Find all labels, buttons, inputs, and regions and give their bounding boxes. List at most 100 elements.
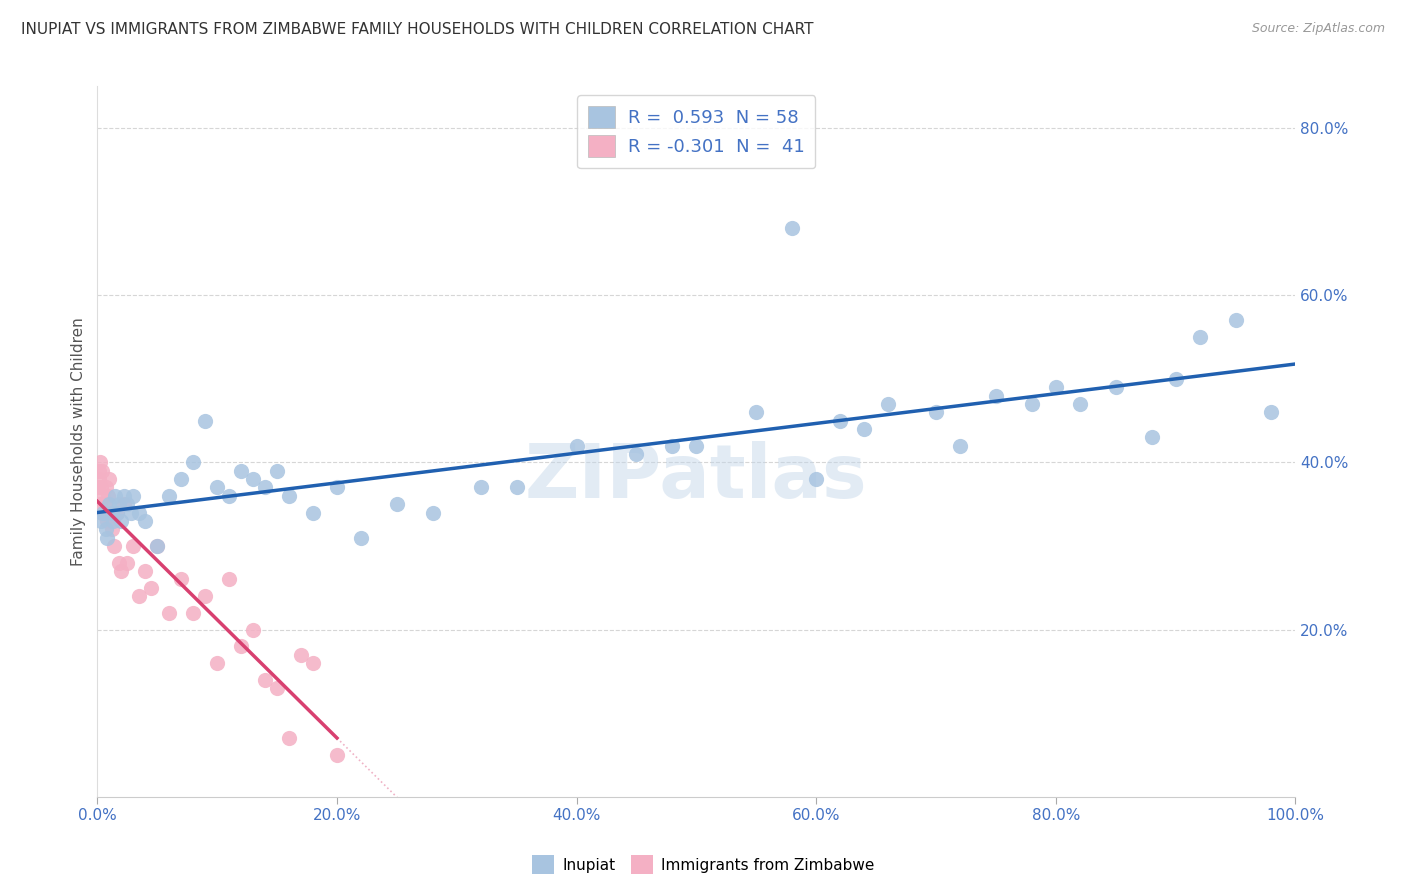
Point	[565, 439, 588, 453]
Point	[685, 439, 707, 453]
Legend: Inupiat, Immigrants from Zimbabwe: Inupiat, Immigrants from Zimbabwe	[526, 849, 880, 880]
Point	[89, 464, 111, 478]
Point	[108, 497, 131, 511]
Point	[350, 531, 373, 545]
Point	[229, 464, 252, 478]
Point	[146, 539, 169, 553]
Point	[110, 564, 132, 578]
Point	[326, 747, 349, 762]
Point	[949, 439, 972, 453]
Point	[98, 472, 121, 486]
Point	[89, 455, 111, 469]
Point	[96, 514, 118, 528]
Point	[830, 414, 852, 428]
Point	[101, 514, 124, 528]
Point	[89, 497, 111, 511]
Point	[470, 481, 492, 495]
Point	[90, 481, 112, 495]
Point	[1260, 405, 1282, 419]
Text: Source: ZipAtlas.com: Source: ZipAtlas.com	[1251, 22, 1385, 36]
Point	[780, 221, 803, 235]
Point	[505, 481, 527, 495]
Point	[1188, 330, 1211, 344]
Point	[181, 455, 204, 469]
Point	[122, 539, 145, 553]
Point	[146, 539, 169, 553]
Point	[93, 506, 115, 520]
Point	[194, 589, 217, 603]
Point	[254, 673, 277, 687]
Point	[110, 514, 132, 528]
Point	[205, 481, 228, 495]
Point	[626, 447, 648, 461]
Point	[94, 481, 117, 495]
Point	[278, 731, 301, 746]
Point	[117, 556, 139, 570]
Point	[122, 489, 145, 503]
Point	[925, 405, 948, 419]
Point	[94, 522, 117, 536]
Point	[218, 489, 240, 503]
Point	[170, 573, 193, 587]
Legend: R =  0.593  N = 58, R = -0.301  N =  41: R = 0.593 N = 58, R = -0.301 N = 41	[578, 95, 815, 169]
Point	[100, 514, 122, 528]
Point	[242, 623, 264, 637]
Point	[229, 640, 252, 654]
Point	[853, 422, 876, 436]
Point	[218, 573, 240, 587]
Point	[120, 506, 142, 520]
Point	[806, 472, 828, 486]
Point	[100, 506, 122, 520]
Point	[112, 489, 135, 503]
Point	[266, 464, 288, 478]
Point	[157, 489, 180, 503]
Point	[141, 581, 163, 595]
Point	[194, 414, 217, 428]
Text: INUPIAT VS IMMIGRANTS FROM ZIMBABWE FAMILY HOUSEHOLDS WITH CHILDREN CORRELATION : INUPIAT VS IMMIGRANTS FROM ZIMBABWE FAMI…	[21, 22, 814, 37]
Point	[1225, 313, 1247, 327]
Point	[1069, 397, 1091, 411]
Point	[385, 497, 408, 511]
Point	[97, 489, 120, 503]
Point	[87, 481, 110, 495]
Point	[254, 481, 277, 495]
Point	[96, 531, 118, 545]
Point	[205, 656, 228, 670]
Point	[98, 497, 121, 511]
Point	[128, 506, 150, 520]
Point	[112, 497, 135, 511]
Point	[134, 514, 156, 528]
Point	[157, 606, 180, 620]
Point	[422, 506, 444, 520]
Point	[100, 522, 122, 536]
Point	[90, 514, 112, 528]
Point	[745, 405, 768, 419]
Point	[661, 439, 683, 453]
Point	[105, 506, 128, 520]
Point	[302, 656, 325, 670]
Point	[181, 606, 204, 620]
Point	[1021, 397, 1043, 411]
Point	[108, 556, 131, 570]
Point	[105, 506, 128, 520]
Point	[1164, 372, 1187, 386]
Point	[326, 481, 349, 495]
Text: ZIPatlas: ZIPatlas	[524, 441, 868, 514]
Point	[266, 681, 288, 695]
Point	[877, 397, 900, 411]
Point	[128, 589, 150, 603]
Point	[1140, 430, 1163, 444]
Point	[278, 489, 301, 503]
Point	[93, 497, 115, 511]
Point	[90, 506, 112, 520]
Point	[984, 388, 1007, 402]
Point	[290, 648, 312, 662]
Point	[87, 472, 110, 486]
Point	[117, 497, 139, 511]
Point	[134, 564, 156, 578]
Point	[104, 489, 127, 503]
Point	[242, 472, 264, 486]
Point	[93, 489, 115, 503]
Point	[1105, 380, 1128, 394]
Point	[91, 464, 114, 478]
